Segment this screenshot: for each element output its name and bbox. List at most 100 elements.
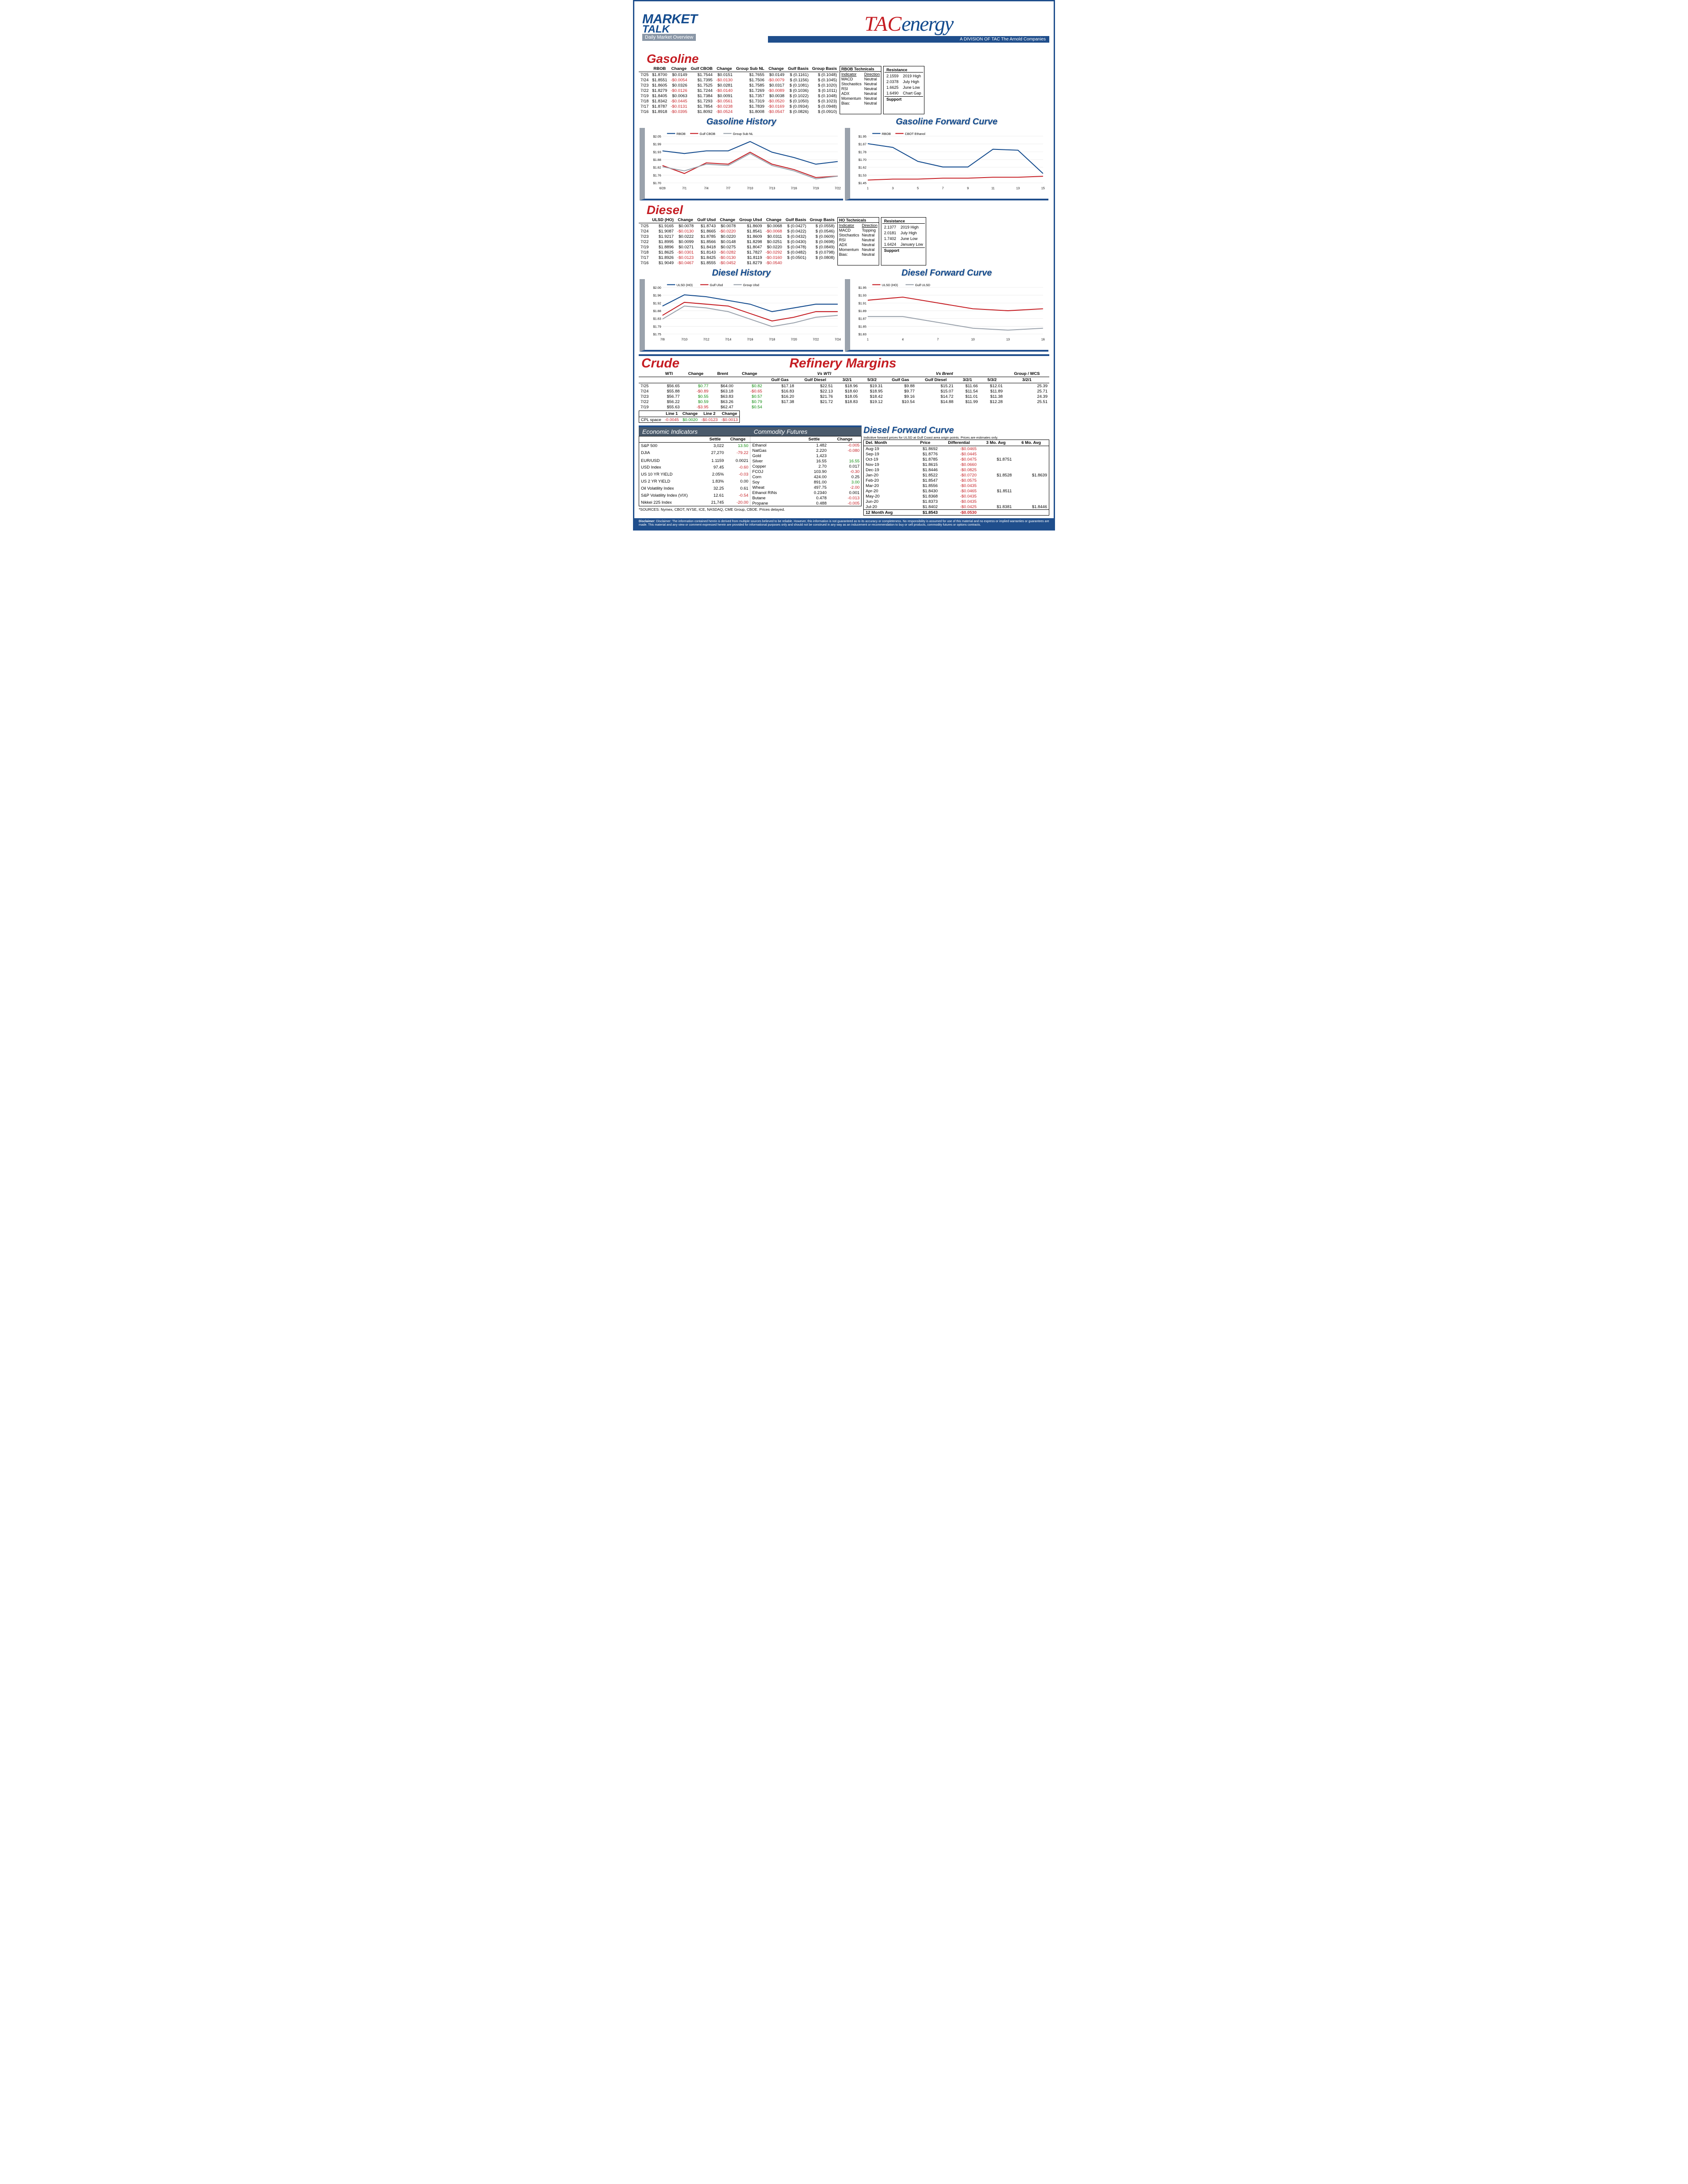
svg-text:7/20: 7/20 <box>791 337 797 341</box>
svg-text:7/22: 7/22 <box>813 337 819 341</box>
svg-text:RBOB: RBOB <box>882 132 891 136</box>
svg-text:$1.83: $1.83 <box>859 332 866 336</box>
svg-text:7/13: 7/13 <box>769 186 775 190</box>
crude-title: Crude <box>641 356 680 371</box>
svg-text:13: 13 <box>1006 337 1010 341</box>
division-bar: A DIVISION OF TAC The Arnold Companies <box>768 36 1049 43</box>
svg-text:7/1: 7/1 <box>682 186 687 190</box>
svg-text:ULSD (HO): ULSD (HO) <box>882 283 898 287</box>
diesel-resistance: Resistance2.13772019 High2.0181July High… <box>881 217 926 265</box>
svg-text:$1.93: $1.93 <box>859 294 866 298</box>
svg-text:7/19: 7/19 <box>813 186 819 190</box>
gasoline-history-chart: $1.70$1.76$1.82$1.88$1.93$1.99$2.056/287… <box>640 128 843 200</box>
diesel-history-title: Diesel History <box>639 268 844 278</box>
disclaimer: Disclaimer: Disclaimer: The information … <box>634 518 1054 529</box>
futures-table: SettleChange Ethanol1.482-0.005NatGas2.2… <box>750 436 861 506</box>
svg-text:7/16: 7/16 <box>747 337 753 341</box>
svg-text:1: 1 <box>867 186 869 190</box>
svg-text:$1.75: $1.75 <box>653 332 661 336</box>
gasoline-resistance: Resistance2.15592019 High2.0378July High… <box>883 66 924 114</box>
gasoline-title: Gasoline <box>647 52 1049 66</box>
svg-text:$1.70: $1.70 <box>653 181 661 185</box>
svg-text:$1.53: $1.53 <box>859 173 866 177</box>
svg-text:15: 15 <box>1041 186 1045 190</box>
svg-text:7/7: 7/7 <box>726 186 731 190</box>
svg-text:7: 7 <box>937 337 939 341</box>
svg-text:$1.76: $1.76 <box>653 173 661 177</box>
svg-text:$1.93: $1.93 <box>653 150 661 154</box>
refinery-title: Refinery Margins <box>789 356 896 371</box>
diesel-history-chart: $1.75$1.79$1.83$1.88$1.92$1.96$2.007/87/… <box>640 279 843 352</box>
diesel-title: Diesel <box>647 203 1049 217</box>
svg-text:Gulf Ulsd: Gulf Ulsd <box>710 283 723 287</box>
svg-text:9: 9 <box>967 186 969 190</box>
rbob-technicals: RBOB TechnicalsIndicatorDirectionMACDNeu… <box>840 66 882 114</box>
svg-text:7/10: 7/10 <box>747 186 753 190</box>
svg-text:Group Sub NL: Group Sub NL <box>733 132 753 136</box>
svg-text:CBOT Ethanol: CBOT Ethanol <box>905 132 926 136</box>
svg-text:$1.70: $1.70 <box>859 158 866 162</box>
svg-text:$1.87: $1.87 <box>859 317 866 321</box>
sources: *SOURCES: Nymex, CBOT, NYSE, ICE, NASDAQ… <box>639 507 862 512</box>
svg-text:Group Ulsd: Group Ulsd <box>743 283 759 287</box>
diesel-fwd-chart: $1.83 $1.85 $1.87 $1.89 $1.91 $1.93 $1.95 1 4 7 10… <box>845 279 1048 352</box>
svg-text:16: 16 <box>1041 337 1045 341</box>
svg-text:$1.88: $1.88 <box>653 309 661 313</box>
svg-text:$1.91: $1.91 <box>859 301 866 305</box>
svg-text:$2.00: $2.00 <box>653 286 661 290</box>
diesel-fwd-curve-title: Diesel Forward Curve <box>863 425 1049 436</box>
svg-text:3: 3 <box>892 186 894 190</box>
header: MARKET TALK Daily Market Overview TACene… <box>639 4 1049 50</box>
svg-text:$1.99: $1.99 <box>653 142 661 146</box>
svg-text:$1.85: $1.85 <box>859 324 866 328</box>
cpl-table: Line 1ChangeLine 2Change CPL space-0.004… <box>639 411 740 423</box>
econ-title: Economic Indicators <box>639 425 750 436</box>
diesel-fwd-title: Diesel Forward Curve <box>844 268 1049 278</box>
gasoline-fwd-chart: $1.45$1.53$1.62$1.70$1.78$1.87$1.9513579… <box>845 128 1048 200</box>
svg-text:4: 4 <box>902 337 904 341</box>
svg-text:$1.89: $1.89 <box>859 309 866 313</box>
svg-text:7/8: 7/8 <box>660 337 665 341</box>
svg-text:13: 13 <box>1016 186 1020 190</box>
svg-text:$1.95: $1.95 <box>859 134 866 138</box>
diesel-table: ULSD (HO)ChangeGulf UlsdChangeGroup Ulsd… <box>639 217 837 265</box>
svg-text:7/22: 7/22 <box>835 186 841 190</box>
svg-text:7/18: 7/18 <box>769 337 775 341</box>
svg-text:7/12: 7/12 <box>703 337 709 341</box>
futures-title: Commodity Futures <box>750 425 862 436</box>
svg-text:$1.92: $1.92 <box>653 301 661 305</box>
svg-text:1: 1 <box>867 337 869 341</box>
brand-red: TAC <box>864 12 901 36</box>
svg-text:5: 5 <box>917 186 919 190</box>
svg-text:11: 11 <box>991 186 994 190</box>
svg-text:$1.79: $1.79 <box>653 324 661 328</box>
svg-text:$1.82: $1.82 <box>653 166 661 170</box>
svg-text:7/24: 7/24 <box>835 337 841 341</box>
svg-text:7/16: 7/16 <box>791 186 797 190</box>
svg-text:$2.05: $2.05 <box>653 134 661 138</box>
crude-refinery-table: WTIChangeBrentChange Vs WTI Vs Brent Gro… <box>639 371 1049 410</box>
svg-text:$1.95: $1.95 <box>859 286 866 290</box>
svg-text:$1.78: $1.78 <box>859 150 866 154</box>
svg-text:$1.87: $1.87 <box>859 142 866 146</box>
svg-text:6/28: 6/28 <box>659 186 666 190</box>
diesel-fwd-note: Indicitive forward prices for ULSD at Gu… <box>863 436 1049 440</box>
svg-text:$1.62: $1.62 <box>859 166 866 170</box>
svg-text:$1.45: $1.45 <box>859 181 866 185</box>
svg-text:$1.96: $1.96 <box>653 294 661 298</box>
svg-text:7/14: 7/14 <box>725 337 731 341</box>
gasoline-table: RBOBChangeGulf CBOBChangeGroup Sub NLCha… <box>639 66 839 114</box>
svg-text:10: 10 <box>971 337 975 341</box>
ho-technicals: HO TechnicalsIndicatorDirectionMACDToppi… <box>837 217 880 265</box>
svg-text:7/10: 7/10 <box>681 337 688 341</box>
subtitle: Daily Market Overview <box>642 34 696 41</box>
svg-text:Gulf CBOB: Gulf CBOB <box>700 132 716 136</box>
svg-text:7/4: 7/4 <box>704 186 709 190</box>
brand-blue: energy <box>902 12 953 36</box>
gasoline-history-title: Gasoline History <box>639 117 844 127</box>
svg-text:Gulf ULSD: Gulf ULSD <box>915 283 930 287</box>
svg-text:ULSD (HO): ULSD (HO) <box>677 283 693 287</box>
gasoline-fwd-title: Gasoline Forward Curve <box>844 117 1049 127</box>
diesel-fwd-table: Del. MonthPriceDifferential3 Mo. Avg6 Mo… <box>863 440 1049 516</box>
econ-table: SettleChange S&P 5003,02213.50DJIA27,270… <box>639 436 750 506</box>
